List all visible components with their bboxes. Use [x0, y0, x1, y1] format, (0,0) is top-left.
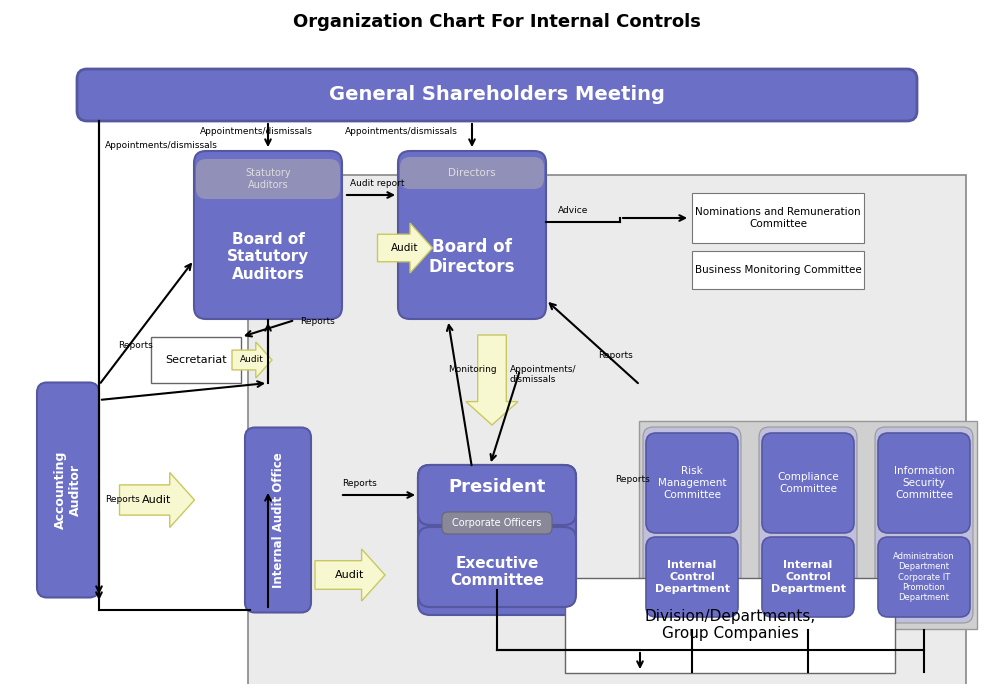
Text: Audit: Audit: [335, 570, 365, 580]
Text: Audit: Audit: [392, 243, 418, 253]
Text: Statutory
Auditors: Statutory Auditors: [246, 168, 291, 189]
FancyBboxPatch shape: [759, 427, 857, 623]
Bar: [151, 337, 241, 383]
FancyBboxPatch shape: [762, 433, 854, 533]
FancyBboxPatch shape: [646, 433, 738, 533]
Text: Executive
Committee: Executive Committee: [450, 556, 544, 588]
Text: Appointments/dismissals: Appointments/dismissals: [200, 127, 313, 137]
Text: Audit: Audit: [241, 356, 264, 365]
Text: Secretariat: Secretariat: [165, 355, 227, 365]
Polygon shape: [466, 335, 518, 425]
FancyBboxPatch shape: [245, 428, 311, 612]
Bar: [692, 193, 864, 243]
Text: Reports: Reports: [342, 479, 377, 488]
FancyBboxPatch shape: [418, 527, 576, 607]
Text: Division/Departments,
Group Companies: Division/Departments, Group Companies: [644, 609, 816, 641]
FancyBboxPatch shape: [762, 537, 854, 617]
Text: Board of
Statutory
Auditors: Board of Statutory Auditors: [227, 232, 309, 282]
FancyBboxPatch shape: [878, 433, 970, 533]
Text: Corporate Officers: Corporate Officers: [452, 518, 542, 528]
FancyBboxPatch shape: [643, 427, 741, 623]
Bar: [639, 421, 977, 629]
FancyBboxPatch shape: [875, 427, 973, 623]
Text: Advice: Advice: [558, 206, 588, 215]
FancyBboxPatch shape: [398, 151, 546, 319]
Text: Compliance
Committee: Compliance Committee: [777, 472, 839, 494]
Text: Board of
Directors: Board of Directors: [428, 237, 515, 276]
Text: Directors: Directors: [448, 168, 496, 178]
Text: Internal Audit Office: Internal Audit Office: [271, 452, 284, 588]
FancyBboxPatch shape: [400, 157, 544, 189]
Bar: [692, 251, 864, 289]
Text: Risk
Management
Committee: Risk Management Committee: [658, 466, 727, 499]
Text: Reports: Reports: [598, 350, 633, 360]
Text: Reports: Reports: [105, 495, 140, 505]
Bar: [565, 577, 895, 672]
Text: Audit report: Audit report: [350, 179, 405, 188]
FancyBboxPatch shape: [646, 537, 738, 617]
Text: Internal
Control
Department: Internal Control Department: [654, 560, 730, 594]
Text: Reports: Reports: [118, 341, 153, 350]
Polygon shape: [378, 223, 432, 273]
FancyBboxPatch shape: [194, 151, 342, 319]
Text: General Shareholders Meeting: General Shareholders Meeting: [329, 86, 665, 105]
FancyBboxPatch shape: [37, 382, 99, 598]
Text: Reports: Reports: [300, 317, 335, 326]
FancyBboxPatch shape: [77, 69, 917, 121]
Text: Monitoring: Monitoring: [448, 365, 497, 375]
Text: Reports: Reports: [615, 475, 650, 484]
Polygon shape: [232, 342, 272, 378]
Text: Organization Chart For Internal Controls: Organization Chart For Internal Controls: [293, 13, 701, 31]
Text: Appointments/
dismissals: Appointments/ dismissals: [510, 365, 577, 384]
Text: Internal
Control
Department: Internal Control Department: [770, 560, 846, 594]
Text: Nominations and Remuneration
Committee: Nominations and Remuneration Committee: [695, 207, 861, 229]
Text: Appointments/dismissals: Appointments/dismissals: [345, 127, 458, 137]
Polygon shape: [119, 473, 195, 527]
FancyBboxPatch shape: [418, 465, 576, 525]
Text: Accounting
Auditor: Accounting Auditor: [54, 451, 82, 529]
Text: Business Monitoring Committee: Business Monitoring Committee: [695, 265, 862, 275]
FancyBboxPatch shape: [442, 512, 552, 534]
FancyBboxPatch shape: [196, 159, 340, 199]
Text: Administration
Department
Corporate IT
Promotion
Department: Administration Department Corporate IT P…: [894, 552, 955, 603]
Text: Information
Security
Committee: Information Security Committee: [894, 466, 954, 499]
FancyBboxPatch shape: [418, 465, 576, 615]
FancyBboxPatch shape: [418, 465, 576, 525]
Polygon shape: [315, 549, 385, 601]
Text: Appointments/dismissals: Appointments/dismissals: [105, 140, 218, 150]
Text: President: President: [448, 478, 546, 496]
Text: Audit: Audit: [142, 495, 172, 505]
Bar: [248, 175, 966, 684]
FancyBboxPatch shape: [878, 537, 970, 617]
